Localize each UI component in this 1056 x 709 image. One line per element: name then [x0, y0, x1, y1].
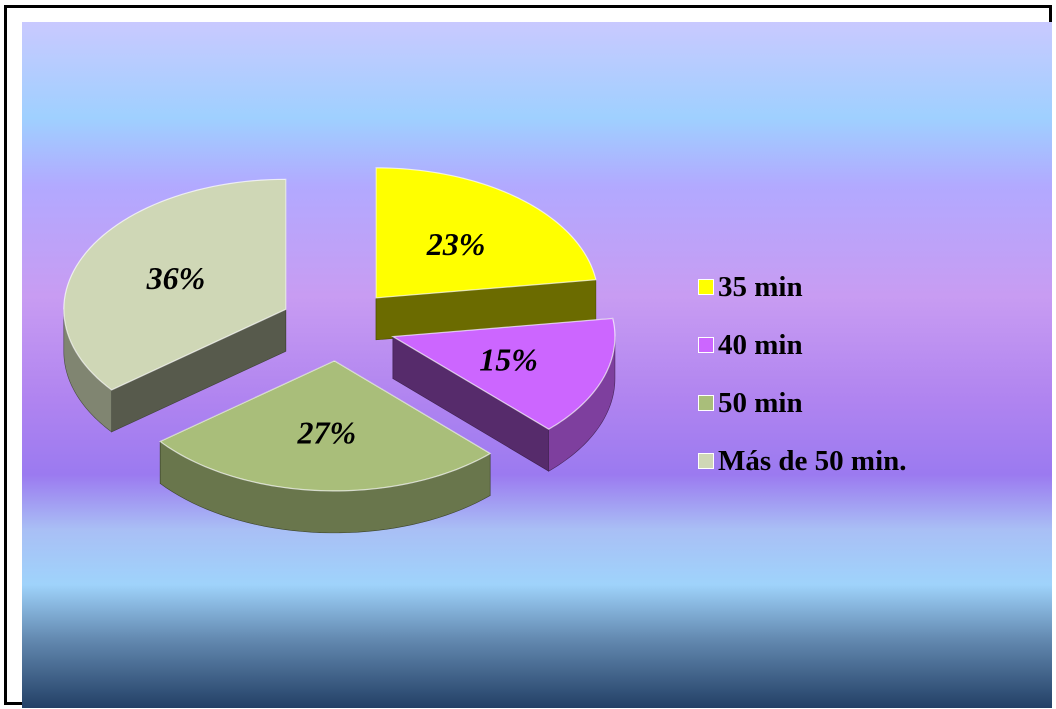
legend-label-50-min: 50 min — [718, 386, 803, 419]
legend-label-35-min: 35 min — [718, 270, 803, 303]
legend-item-35-min: 35 min — [698, 258, 1028, 316]
legend-swatch-40-min — [698, 337, 714, 353]
legend: 35 min 40 min 50 min Más de 50 min. — [698, 258, 1028, 490]
pie-slice-35-min — [375, 167, 597, 341]
data-label-35-min: 23% — [426, 226, 486, 262]
pie-slice-40-min — [391, 317, 616, 472]
data-label-40-min: 15% — [479, 341, 538, 377]
data-label-50-min: 27% — [296, 414, 356, 450]
legend-item-40-min: 40 min — [698, 316, 1028, 374]
legend-item-mas-de-50-min: Más de 50 min. — [698, 432, 1028, 490]
pie-slice-mas-de-50-min — [63, 178, 287, 433]
legend-label-40-min: 40 min — [718, 328, 803, 361]
legend-swatch-mas-de-50-min — [698, 453, 714, 469]
legend-swatch-35-min — [698, 279, 714, 295]
legend-swatch-50-min — [698, 395, 714, 411]
data-label-mas-de-50-min: 36% — [146, 260, 206, 296]
chart-frame — [4, 5, 1052, 708]
legend-label-mas-de-50-min: Más de 50 min. — [718, 444, 907, 477]
legend-item-50-min: 50 min — [698, 374, 1028, 432]
pie-slice-50-min — [159, 360, 492, 534]
